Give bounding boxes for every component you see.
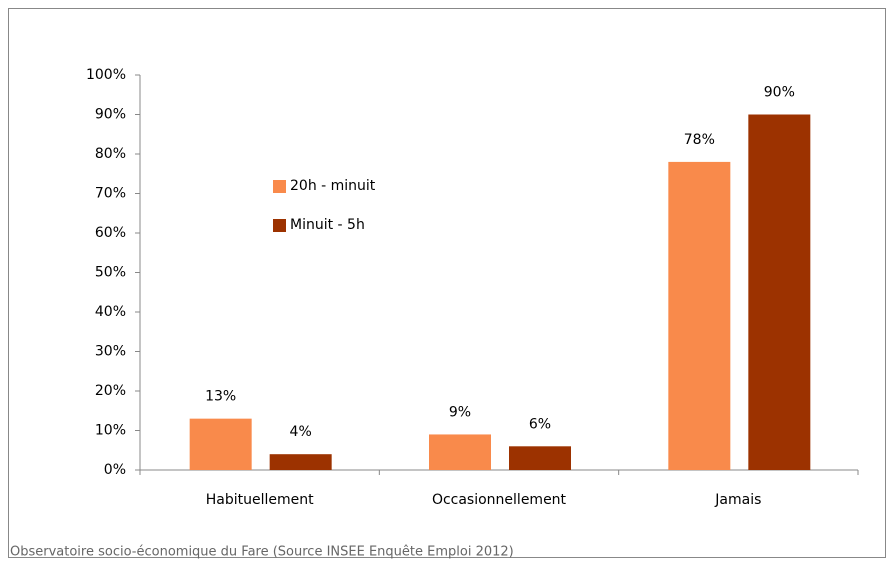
value-label: 13% xyxy=(205,389,236,405)
y-tick-label: 90% xyxy=(95,107,126,123)
x-tick-label: Jamais xyxy=(714,492,761,508)
bar xyxy=(189,418,252,470)
y-tick-label: 50% xyxy=(95,265,126,281)
legend-swatch xyxy=(273,219,286,232)
y-tick-label: 100% xyxy=(86,67,126,83)
value-label: 90% xyxy=(764,85,795,101)
y-tick-label: 0% xyxy=(104,462,126,478)
source-note: Observatoire socio-économique du Fare (S… xyxy=(10,545,514,560)
y-tick-label: 30% xyxy=(95,344,126,360)
value-label: 78% xyxy=(684,132,715,148)
y-tick-label: 70% xyxy=(95,186,126,202)
legend-label: Minuit - 5h xyxy=(290,217,365,233)
legend-swatch xyxy=(273,180,286,193)
bar xyxy=(668,161,731,470)
y-tick-label: 80% xyxy=(95,146,126,162)
legend-label: 20h - minuit xyxy=(290,178,376,194)
bar xyxy=(509,446,571,470)
bar xyxy=(429,434,491,470)
value-label: 9% xyxy=(449,404,471,420)
y-tick-label: 10% xyxy=(95,423,126,439)
value-label: 4% xyxy=(290,424,312,440)
value-label: 6% xyxy=(529,416,551,432)
x-tick-label: Occasionnellement xyxy=(432,492,567,508)
bar xyxy=(269,454,332,470)
y-tick-label: 40% xyxy=(95,304,126,320)
bar xyxy=(748,114,811,470)
y-tick-label: 60% xyxy=(95,225,126,241)
x-tick-label: Habituellement xyxy=(206,492,314,508)
y-tick-label: 20% xyxy=(95,383,126,399)
